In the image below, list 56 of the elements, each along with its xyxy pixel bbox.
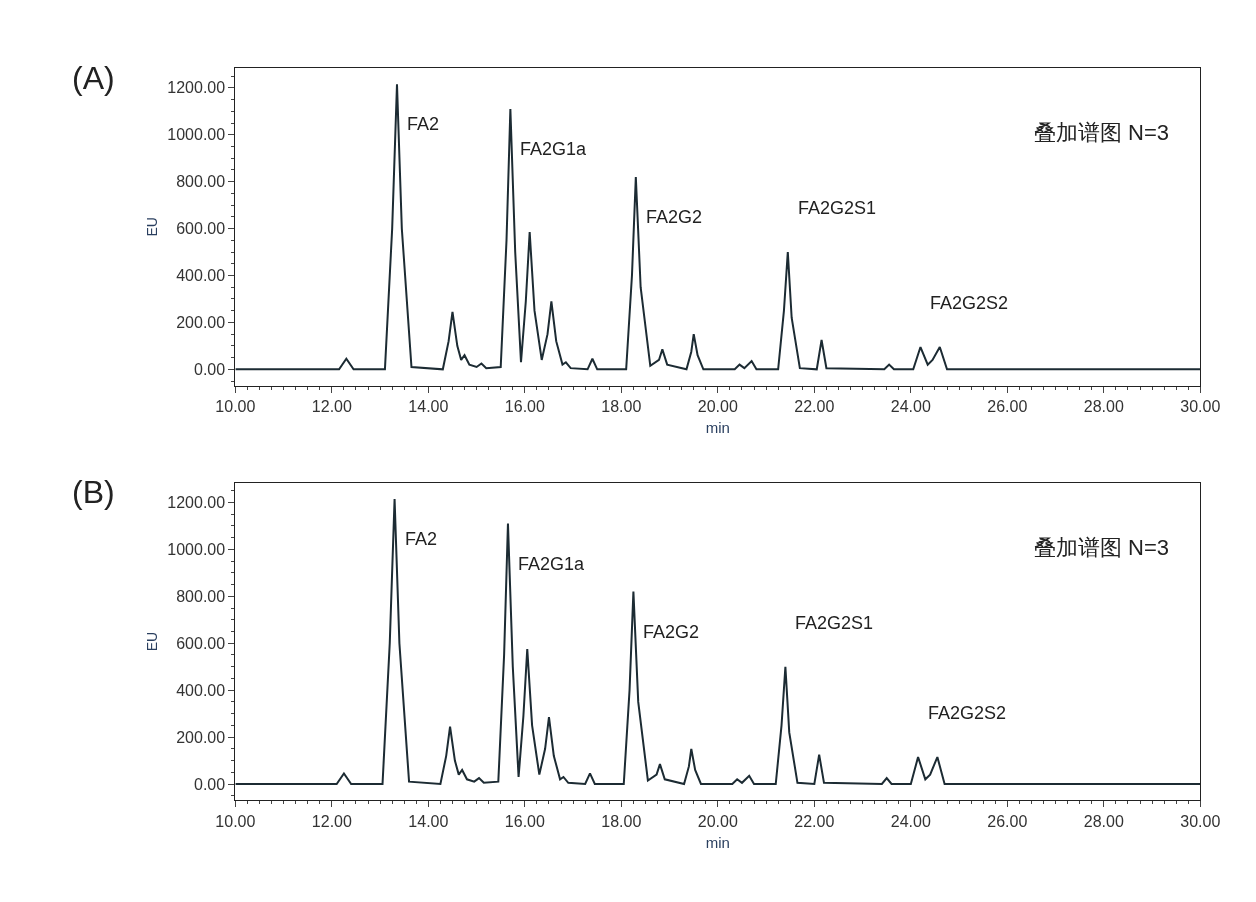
x-tick-label: 14.00 — [408, 812, 449, 830]
annotation: FA2G2S2 — [930, 293, 1009, 313]
x-tick-label: 22.00 — [794, 812, 835, 830]
y-tick-label: 800.00 — [176, 587, 226, 605]
x-tick-label: 22.00 — [794, 397, 835, 415]
y-tick-label: 400.00 — [176, 267, 226, 285]
chart-title: (B) — [72, 474, 115, 510]
x-tick-label: 30.00 — [1180, 812, 1221, 830]
annotation: FA2G1a — [520, 139, 588, 159]
annotation: FA2G2S1 — [795, 613, 874, 633]
y-tick-label: 0.00 — [194, 360, 226, 378]
x-tick-label: 26.00 — [987, 397, 1028, 415]
y-tick-label: 400.00 — [176, 681, 226, 699]
x-axis-title: min — [705, 833, 730, 851]
annotation: FA2 — [407, 114, 440, 134]
x-tick-label: 14.00 — [408, 397, 449, 415]
y-tick-label: 600.00 — [176, 634, 226, 652]
y-axis-title: EU — [143, 217, 160, 237]
x-tick-label: 16.00 — [504, 812, 545, 830]
y-tick-label: 0.00 — [194, 775, 226, 793]
annotation: FA2G1a — [518, 554, 586, 574]
x-tick-label: 24.00 — [890, 397, 931, 415]
x-tick-label: 20.00 — [697, 812, 738, 830]
x-tick-label: 10.00 — [215, 397, 256, 415]
y-axis-title: EU — [143, 631, 160, 652]
annotation: FA2G2S1 — [798, 198, 877, 218]
x-tick-label: 18.00 — [601, 397, 642, 415]
annotation: FA2G2S2 — [928, 703, 1007, 723]
y-tick-label: 1000.00 — [167, 541, 226, 559]
annotation: FA2 — [405, 529, 438, 549]
y-tick-label: 200.00 — [176, 728, 226, 746]
y-tick-label: 1000.00 — [167, 126, 226, 144]
y-tick-label: 600.00 — [176, 220, 226, 238]
x-tick-label: 12.00 — [311, 397, 352, 415]
x-tick-label: 24.00 — [890, 812, 931, 830]
x-axis-title: min — [705, 418, 730, 436]
chart-title: (A) — [72, 60, 115, 96]
x-tick-label: 18.00 — [601, 812, 642, 830]
y-tick-label: 800.00 — [176, 173, 226, 191]
x-tick-label: 30.00 — [1180, 397, 1221, 415]
x-tick-label: 10.00 — [215, 812, 256, 830]
x-tick-label: 26.00 — [987, 812, 1028, 830]
annotation: FA2G2 — [643, 622, 700, 642]
x-tick-label: 28.00 — [1083, 812, 1124, 830]
x-tick-label: 16.00 — [504, 397, 545, 415]
y-tick-label: 200.00 — [176, 314, 226, 332]
x-tick-label: 12.00 — [311, 812, 352, 830]
x-tick-label: 28.00 — [1083, 397, 1124, 415]
line-series — [235, 498, 1201, 786]
annotation: 叠加谱图 N=3 — [1034, 535, 1170, 560]
annotation: 叠加谱图 N=3 — [1034, 120, 1170, 145]
line-series — [235, 83, 1201, 371]
y-tick-label: 1200.00 — [167, 494, 226, 512]
y-tick-label: 1200.00 — [167, 79, 226, 97]
x-tick-label: 20.00 — [697, 397, 738, 415]
annotation: FA2G2 — [646, 207, 703, 227]
